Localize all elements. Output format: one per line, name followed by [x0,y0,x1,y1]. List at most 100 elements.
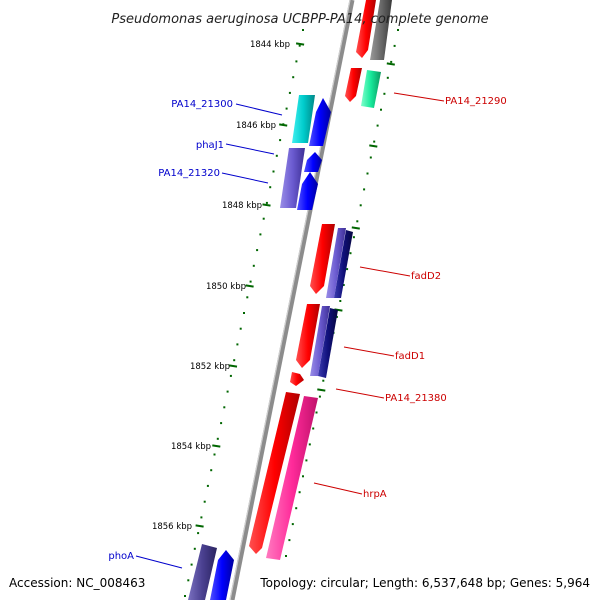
gene-red-fadd2 [310,224,335,294]
gene-label-pa14-21290[interactable]: PA14_21290 [445,96,507,107]
guide-dot [298,491,301,494]
guide-dot [229,374,232,377]
gene-label-pa14-21320[interactable]: PA14_21320 [158,168,220,179]
guide-dot [262,217,265,220]
gene-red-hrpa [249,392,300,554]
guide-dot [339,300,342,302]
gene-label-phaj1[interactable]: phaJ1 [196,140,224,151]
guide-dot [226,390,229,393]
guide-dot [275,154,278,157]
guide-dot [369,156,372,159]
guide-dot [302,29,304,31]
guide-dot [288,91,291,94]
guide-dot [386,76,389,79]
scale-tick [262,203,271,207]
leader-phaj1 [225,143,275,155]
guide-dot [272,170,275,173]
scale-tick [212,444,221,448]
guide-dot [308,443,311,446]
genome-backbone [229,0,355,601]
guide-dot [292,76,295,79]
gene-label-pa14-21380[interactable]: PA14_21380 [385,393,447,404]
guide-dot [249,280,252,283]
tick-label-1846: 1846 kbp [236,121,276,131]
gene-green-21290 [361,70,381,108]
scale-tick [228,364,238,368]
guide-dot [318,395,321,398]
leader-fadd2 [359,266,411,277]
leader-21320 [221,172,269,184]
guide-dot [269,186,272,189]
guide-dot [213,453,216,456]
guide-dot [380,108,382,111]
guide-dot [256,249,259,252]
guide-dot [376,124,379,127]
guide-dot [252,264,255,267]
gene-label-hrpa[interactable]: hrpA [363,489,387,500]
guide-dot [197,532,200,535]
gene-lavender-fadd1 [310,306,330,376]
scale-tick-minor [351,226,360,230]
guide-dot [298,44,301,47]
scale-tick-minor [369,144,378,148]
guide-dot [265,201,268,204]
tick-label-1856: 1856 kbp [152,522,192,532]
map-title: Pseudomonas aeruginosa UCBPP-PA14, compl… [111,12,488,27]
guide-dot [210,469,213,472]
genome-summary-text: Topology: circular; Length: 6,537,648 bp… [259,576,590,590]
gene-cyan-21300 [292,95,315,143]
accession-text: Accession: NC_008463 [9,576,145,590]
guide-dot [285,555,287,557]
scale-tick [279,123,288,127]
gene-navy-fadd1 [318,308,338,378]
gene-label-fadd1[interactable]: fadD1 [395,351,425,362]
tick-label-1850: 1850 kbp [206,282,246,292]
guide-dot [184,595,186,597]
guide-dot [295,60,298,63]
guide-dot [363,188,366,191]
guide-dot [352,236,355,239]
guide-dot [190,563,193,566]
guide-dot [312,427,315,430]
gene-pink-hrpa [266,396,318,560]
gene-blue-21320 [297,172,318,210]
guide-dot [288,539,291,542]
gene-gray-top [370,0,392,60]
scale-tick-minor [386,62,395,66]
guide-dot [220,422,223,425]
guide-dot [193,547,196,550]
gene-label-fadd2[interactable]: fadD2 [411,271,441,282]
gene-lavender-21320 [280,148,305,208]
gene-features [188,0,392,600]
guide-dot [233,359,236,362]
guide-dot [373,140,376,143]
guide-dot [295,507,298,510]
guide-dot [246,296,249,299]
guide-dot [279,139,282,142]
guide-dot [383,92,386,95]
gene-red-21290 [345,68,362,102]
scale-tick [195,524,204,528]
guide-dot [366,172,369,175]
leader-21290 [393,92,445,102]
gene-label-pa14-21300[interactable]: PA14_21300 [171,99,233,110]
gene-red-21380 [290,372,304,386]
guide-dot [285,107,288,110]
gene-label-phoa[interactable]: phoA [108,551,134,562]
gene-blue-21300 [309,98,331,146]
gene-navy-fadd2 [334,230,353,298]
gene-blue-phoa [210,550,234,600]
scale-tick-minor [317,388,326,392]
guide-dot [187,579,190,582]
leader-hrpa [313,482,363,495]
tick-label-1844: 1844 kbp [250,40,290,50]
guide-dot [305,459,308,462]
gene-red-top [356,0,376,58]
genome-backbone-highlight [229,0,351,601]
scale-tick [295,42,305,46]
leader-phoa [135,555,183,569]
guide-dot [346,268,349,271]
leader-lines [135,92,445,569]
